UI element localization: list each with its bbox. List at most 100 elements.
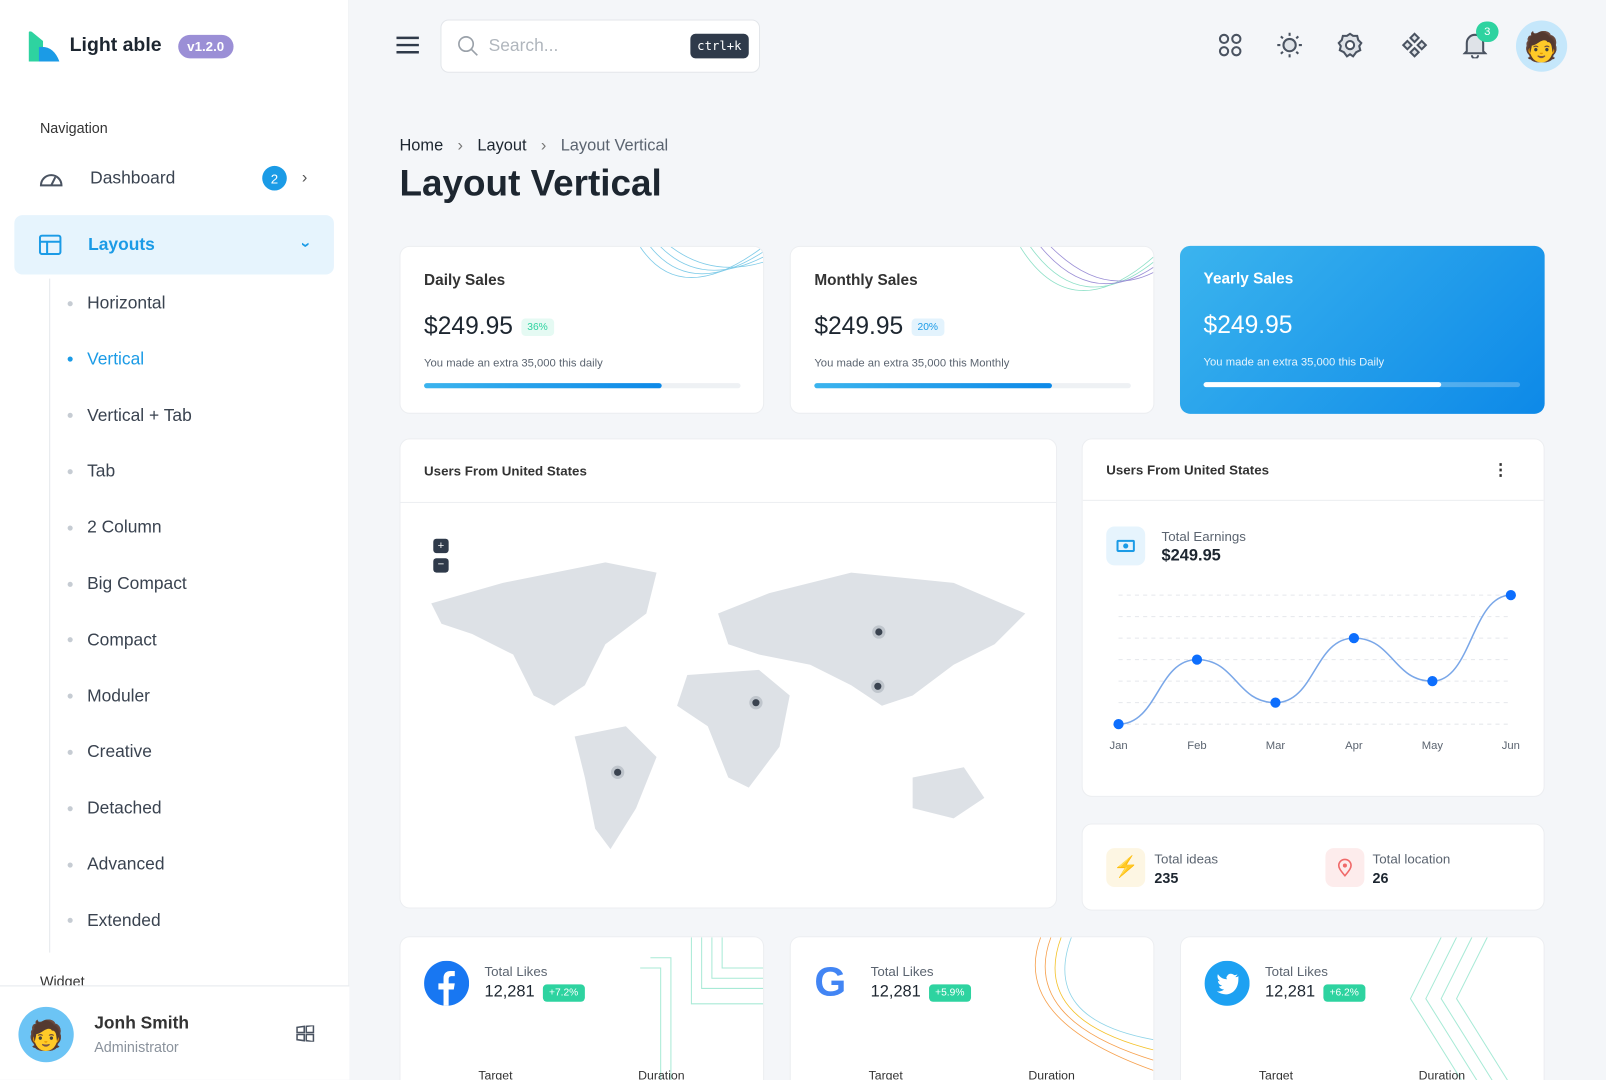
x-tick-label: Apr <box>1345 740 1363 752</box>
duration-label: Duration <box>1028 1068 1075 1080</box>
zoom-in-button[interactable]: + <box>433 538 449 554</box>
daily-sales-card: Daily Sales $249.95 36% You made an extra… <box>399 245 765 414</box>
location-pin-icon <box>1325 848 1365 888</box>
hamburger-menu-icon[interactable] <box>396 36 419 54</box>
target-label: Target <box>868 1068 903 1080</box>
earnings-line-chart: Jan Feb Mar Apr May Jun <box>1109 589 1520 752</box>
x-tick-label: Feb <box>1187 740 1206 752</box>
subitem-label: Compact <box>87 629 157 650</box>
progress-bar <box>1203 382 1521 388</box>
location-value: 26 <box>1372 869 1389 887</box>
sidebar-subitem[interactable]: Tab <box>67 461 116 481</box>
card-title: Yearly Sales <box>1203 270 1294 288</box>
ideas-value: 235 <box>1154 869 1179 887</box>
components-icon[interactable] <box>1400 31 1429 60</box>
duration-label: Duration <box>638 1068 685 1080</box>
divider <box>49 278 51 953</box>
sidebar-subitem[interactable]: Horizontal <box>67 293 165 313</box>
user-name: Jonh Smith <box>94 1013 190 1033</box>
panel-title: Users From United States <box>400 439 1057 503</box>
decorative-lines <box>1409 937 1508 1080</box>
data-point[interactable] <box>1113 719 1124 730</box>
search-bar[interactable]: ctrl+k <box>440 19 761 73</box>
sidebar-subitem[interactable]: Creative <box>67 741 152 762</box>
bullet-icon <box>67 861 73 868</box>
subitem-label: Vertical <box>87 349 145 369</box>
search-input[interactable] <box>488 35 673 57</box>
sidebar-subitem[interactable]: Advanced <box>67 854 165 874</box>
x-tick-label: Jan <box>1109 740 1127 752</box>
twitter-likes-card: Total Likes 12,281 +6.2% Target Duration <box>1179 936 1545 1080</box>
likes-label: Total Likes <box>870 963 934 980</box>
twitter-icon <box>1204 960 1250 1006</box>
subitem-label: Tab <box>87 461 116 481</box>
subitem-label: Creative <box>87 741 152 762</box>
series-line <box>1118 594 1511 725</box>
sales-amount: $249.95 <box>1203 311 1293 340</box>
sidebar-subitem[interactable]: Vertical + Tab <box>67 405 192 425</box>
subitem-label: Detached <box>87 798 162 818</box>
card-title: Monthly Sales <box>814 271 918 289</box>
bullet-icon <box>67 356 73 362</box>
monthly-sales-card: Monthly Sales $249.95 20% You made an ext… <box>789 245 1155 414</box>
windows-icon[interactable] <box>296 1025 315 1042</box>
data-point[interactable] <box>1348 633 1360 644</box>
ideas-label: Total ideas <box>1154 851 1219 867</box>
sidebar-subitem[interactable]: Compact <box>67 629 157 650</box>
zoom-out-button[interactable]: − <box>433 558 449 573</box>
yearly-sales-card: Yearly Sales $249.95 You made an extra 3… <box>1179 245 1545 414</box>
percent-badge: 36% <box>521 318 554 337</box>
change-badge: +6.2% <box>1323 983 1365 1002</box>
breadcrumb-current: Layout Vertical <box>560 137 669 155</box>
apps-icon[interactable] <box>1216 31 1245 60</box>
sidebar-item-dashboard[interactable]: Dashboard 2 › <box>14 149 334 208</box>
user-role: Administrator <box>94 1038 179 1056</box>
header-avatar[interactable]: 🧑 <box>1515 20 1568 72</box>
sidebar-subitem[interactable]: Vertical <box>67 349 145 369</box>
chevron-right-icon: › <box>457 137 463 155</box>
sidebar-subitem[interactable]: 2 Column <box>67 517 162 537</box>
sidebar-subitem[interactable]: Big Compact <box>67 573 187 594</box>
sidebar-item-label: Dashboard <box>90 167 176 188</box>
breadcrumb-home[interactable]: Home <box>399 137 444 155</box>
sidebar-item-layouts[interactable]: Layouts › <box>14 215 334 275</box>
data-point[interactable] <box>1505 589 1516 601</box>
sidebar-subitem[interactable]: Extended <box>67 910 161 930</box>
widget-caption: Widget <box>39 973 85 990</box>
change-badge: +7.2% <box>542 983 585 1002</box>
sun-icon[interactable] <box>1275 31 1304 60</box>
subitem-label: Big Compact <box>87 573 187 594</box>
sidebar-subitem[interactable]: Detached <box>67 798 162 818</box>
sidebar: Light able v1.2.0 Navigation Dashboard 2… <box>0 0 350 1080</box>
data-point[interactable] <box>1427 676 1438 687</box>
data-point[interactable] <box>1270 697 1281 708</box>
google-likes-card: G Total Likes 12,281 +5.9% Target Duratio… <box>789 936 1155 1080</box>
bullet-icon <box>67 918 73 924</box>
chevron-right-icon: › <box>301 169 308 187</box>
world-map[interactable] <box>421 552 1036 859</box>
x-tick-label: May <box>1422 740 1444 752</box>
breadcrumb-layout[interactable]: Layout <box>477 137 527 155</box>
bullet-icon <box>67 693 73 699</box>
lightning-icon: ⚡ <box>1106 848 1146 888</box>
progress-bar <box>424 383 741 389</box>
chevron-down-icon: › <box>296 242 314 248</box>
sidebar-item-label: Layouts <box>88 234 155 255</box>
earnings-amount: $249.95 <box>1161 546 1221 565</box>
card-title: Daily Sales <box>424 271 506 289</box>
data-point[interactable] <box>1191 654 1203 665</box>
sales-amount: $249.95 <box>814 312 904 341</box>
sales-amount: $249.95 <box>424 312 513 341</box>
user-profile[interactable]: 🧑 Jonh Smith Administrator <box>0 985 350 1080</box>
bullet-icon <box>67 412 73 419</box>
decorative-lines <box>640 937 764 1080</box>
logo[interactable]: Light able v1.2.0 <box>28 31 234 62</box>
bullet-icon <box>67 805 73 811</box>
nav-caption: Navigation <box>39 119 108 137</box>
likes-value: 12,281 <box>1265 983 1316 1001</box>
gear-icon[interactable] <box>1336 31 1365 60</box>
page-title: Layout Vertical <box>399 161 662 204</box>
more-options-icon[interactable]: ⋮ <box>1492 461 1509 480</box>
sidebar-subitem[interactable]: Moduler <box>67 686 150 706</box>
bullet-icon <box>67 637 73 643</box>
